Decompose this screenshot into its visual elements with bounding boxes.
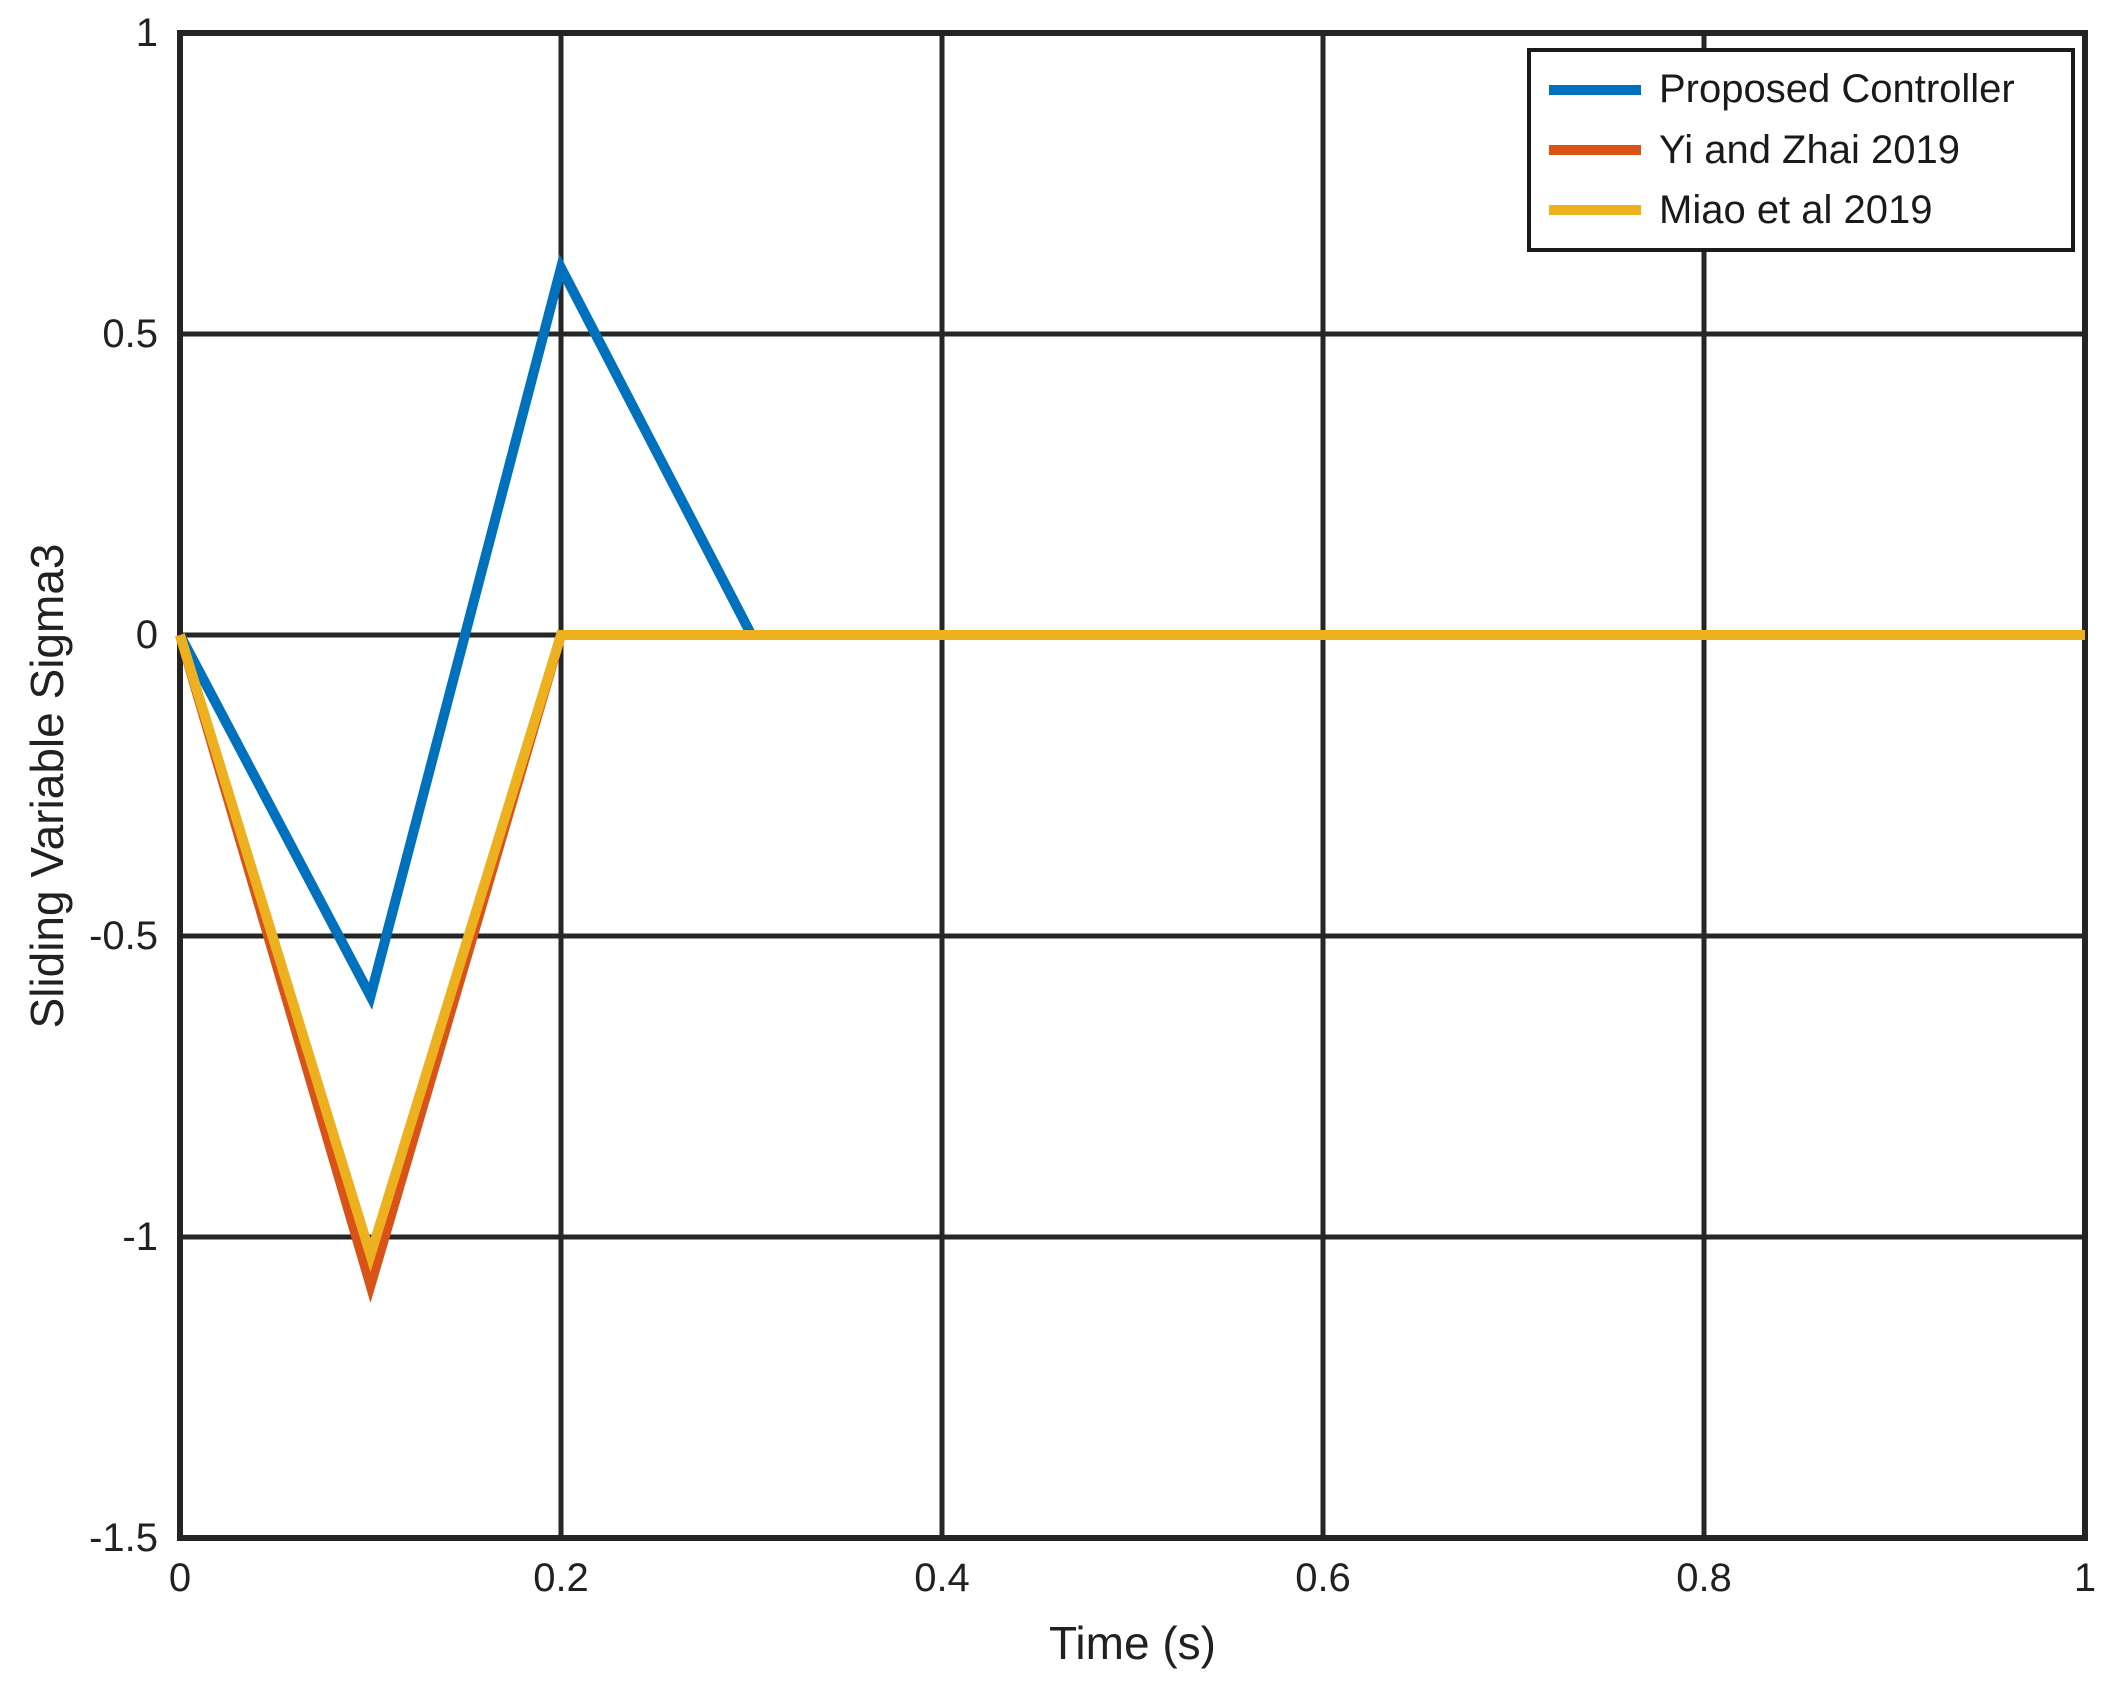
x-tick-label: 0.2 bbox=[533, 1556, 589, 1600]
y-tick-label: -0.5 bbox=[89, 914, 158, 958]
x-tick-label: 0 bbox=[168, 1556, 192, 1600]
y-tick-label: -1.5 bbox=[89, 1516, 158, 1560]
y-tick-label: 0.5 bbox=[102, 312, 158, 356]
y-tick-label: 1 bbox=[135, 11, 158, 55]
y-tick-label: 0 bbox=[135, 613, 158, 657]
legend-label: Proposed Controller bbox=[1659, 67, 2015, 112]
y-tick-label: -1 bbox=[122, 1215, 158, 1259]
legend-label: Yi and Zhai 2019 bbox=[1659, 127, 1960, 172]
legend-label: Miao et al 2019 bbox=[1659, 187, 1933, 232]
x-axis-label: Time (s) bbox=[1049, 1617, 1216, 1669]
legend-item-miao-et-al: Miao et al 2019 bbox=[1549, 188, 2071, 233]
axes-box bbox=[177, 30, 2088, 1541]
legend-item-proposed-controller: Proposed Controller bbox=[1549, 67, 2071, 112]
series-line-2 bbox=[175, 630, 2085, 1273]
x-tick-label: 0.8 bbox=[1676, 1556, 1732, 1600]
x-tick-label: 0.4 bbox=[914, 1556, 970, 1600]
x-tick-label: 1 bbox=[2073, 1556, 2097, 1600]
legend: Proposed Controller Yi and Zhai 2019 Mia… bbox=[1527, 48, 2075, 252]
legend-line-swatch bbox=[1549, 205, 1641, 216]
legend-item-yi-and-zhai: Yi and Zhai 2019 bbox=[1549, 128, 2071, 173]
legend-line-swatch bbox=[1549, 145, 1641, 155]
x-tick-label: 0.6 bbox=[1295, 1556, 1351, 1600]
y-axis-label: Sliding Variable Sigma3 bbox=[21, 543, 73, 1029]
legend-line-swatch bbox=[1549, 84, 1641, 95]
